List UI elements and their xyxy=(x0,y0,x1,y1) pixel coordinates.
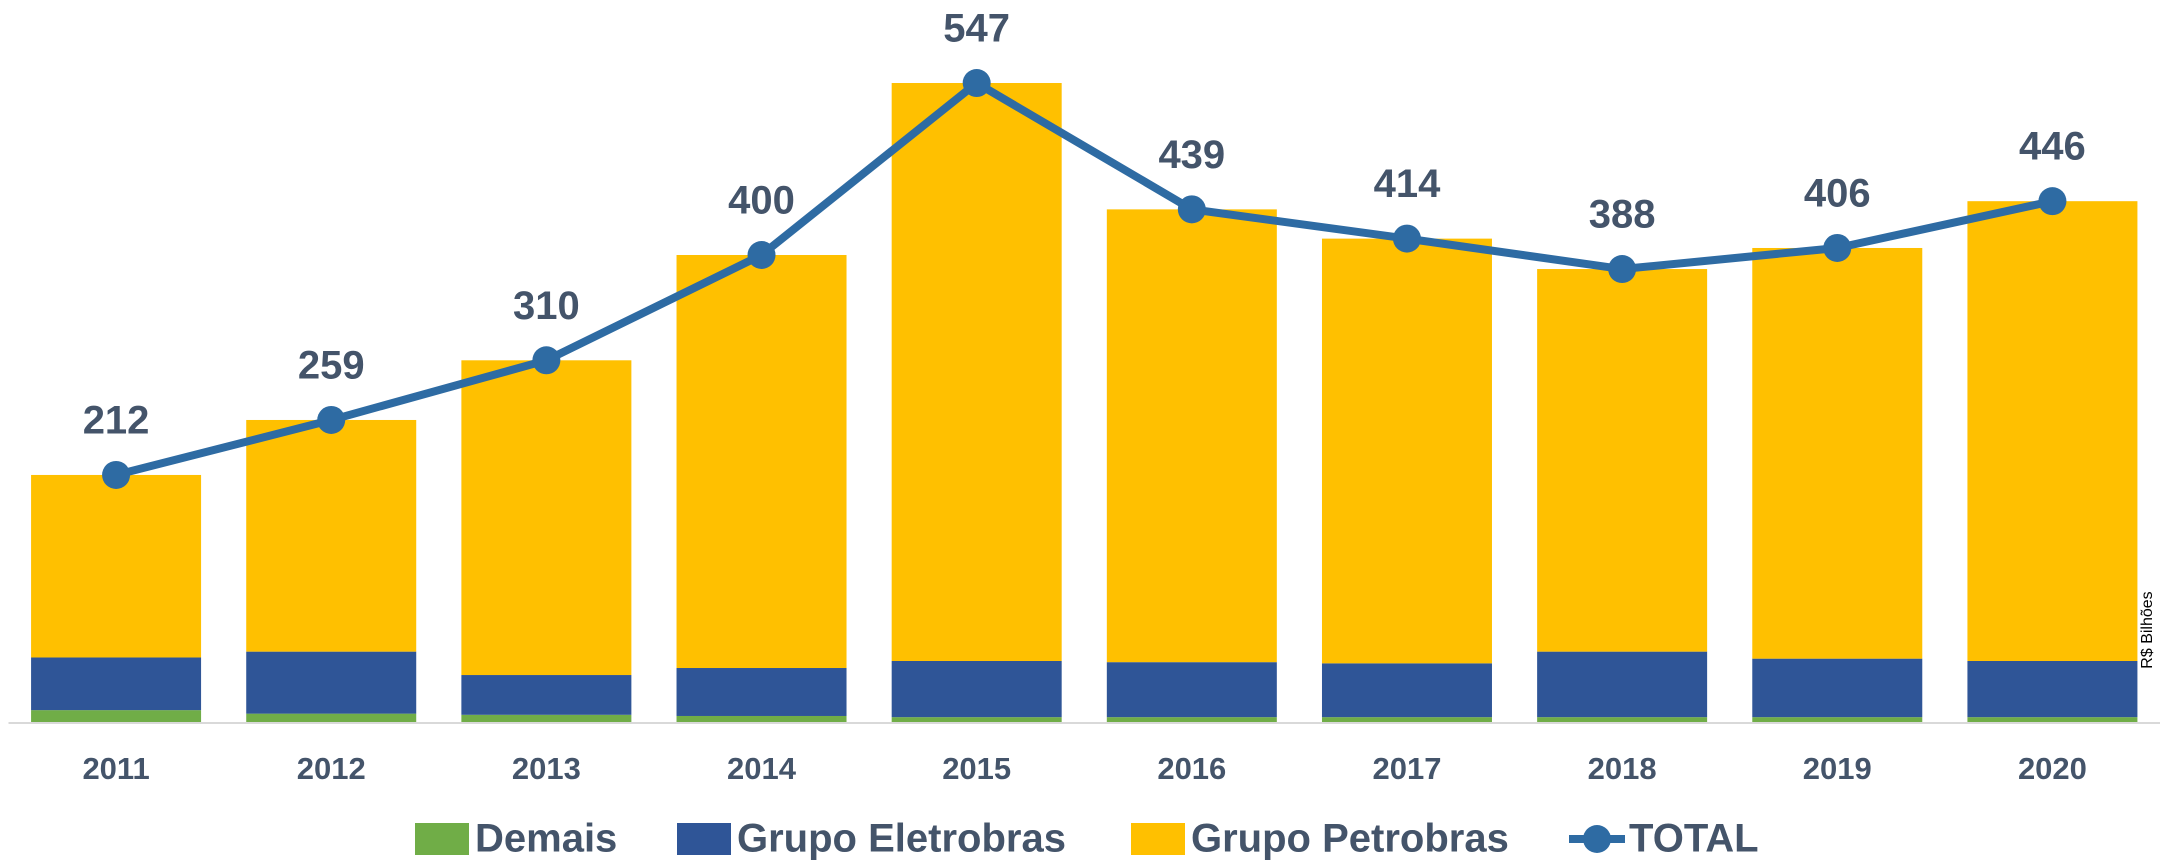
bar-segment xyxy=(1321,717,1492,723)
bar-segment xyxy=(461,360,632,676)
data-label: 400 xyxy=(728,179,795,223)
legend-swatch xyxy=(415,823,469,855)
bar-segment xyxy=(31,474,202,658)
bar-segment xyxy=(891,660,1062,718)
bar-segment xyxy=(891,717,1062,723)
legend-marker xyxy=(1583,825,1611,853)
x-tick-label: 2015 xyxy=(942,751,1011,786)
bar-segment xyxy=(676,715,847,723)
legend-label: TOTAL xyxy=(1629,817,1759,861)
bar-segment xyxy=(1967,660,2138,718)
bar-segment xyxy=(1752,658,1923,718)
legend-label: Grupo Eletrobras xyxy=(737,817,1066,861)
bar-segment xyxy=(461,714,632,723)
bar-segment xyxy=(31,710,202,723)
bar-segment xyxy=(1106,662,1277,718)
bar-segment xyxy=(1321,663,1492,718)
x-tick-label: 2012 xyxy=(297,751,366,786)
bar-segment xyxy=(31,657,202,711)
x-tick-label: 2011 xyxy=(82,751,149,786)
line-marker xyxy=(102,460,131,489)
line-marker xyxy=(317,405,346,434)
legend-label: Demais xyxy=(475,817,617,861)
data-label: 446 xyxy=(2019,125,2086,169)
line-marker xyxy=(532,346,561,375)
bar-segment xyxy=(1967,201,2138,661)
line-marker xyxy=(747,241,776,269)
data-label: 259 xyxy=(298,344,365,388)
x-tick-label: 2019 xyxy=(1803,751,1872,786)
bar-segment xyxy=(246,651,417,714)
bar-segment xyxy=(1537,269,1708,652)
data-label: 439 xyxy=(1158,133,1225,177)
y-axis-label: R$ Bilhões xyxy=(2139,591,2156,668)
x-tick-label: 2016 xyxy=(1157,751,1226,786)
bar-segment xyxy=(1321,238,1492,664)
x-tick-label: 2014 xyxy=(727,751,797,786)
legend-label: Grupo Petrobras xyxy=(1191,817,1509,861)
data-label: 547 xyxy=(943,7,1010,51)
bar-segment xyxy=(1967,717,2138,723)
data-label: 414 xyxy=(1374,162,1441,206)
line-marker xyxy=(1392,224,1421,253)
bar-segment xyxy=(246,419,417,652)
legend-swatch xyxy=(677,823,731,855)
x-tick-label: 2018 xyxy=(1588,751,1657,786)
line-marker xyxy=(1177,195,1206,224)
bar-segment xyxy=(1752,247,1923,659)
x-tick-label: 2017 xyxy=(1372,751,1441,786)
legend-swatch xyxy=(1131,823,1185,855)
data-label: 212 xyxy=(83,399,150,443)
x-tick-label: 2013 xyxy=(512,751,581,786)
bar-segment xyxy=(1537,717,1708,723)
bar-segment xyxy=(1752,717,1923,723)
line-marker xyxy=(2038,187,2067,216)
line-marker xyxy=(1608,255,1637,284)
bar-segment xyxy=(676,255,847,669)
data-label: 388 xyxy=(1589,193,1656,237)
data-label: 310 xyxy=(513,284,580,328)
bar-segment xyxy=(676,668,847,716)
line-marker xyxy=(1823,233,1852,262)
bar-segment xyxy=(1106,209,1277,663)
bar-segment xyxy=(1537,651,1708,718)
total-line xyxy=(115,79,2054,479)
bar-segment xyxy=(461,675,632,715)
line-marker xyxy=(962,69,991,98)
bar-segment xyxy=(246,713,417,723)
bar-segment xyxy=(891,83,1062,661)
bar-segment xyxy=(1106,717,1277,723)
data-label: 406 xyxy=(1804,172,1871,216)
x-tick-label: 2020 xyxy=(2018,751,2087,786)
